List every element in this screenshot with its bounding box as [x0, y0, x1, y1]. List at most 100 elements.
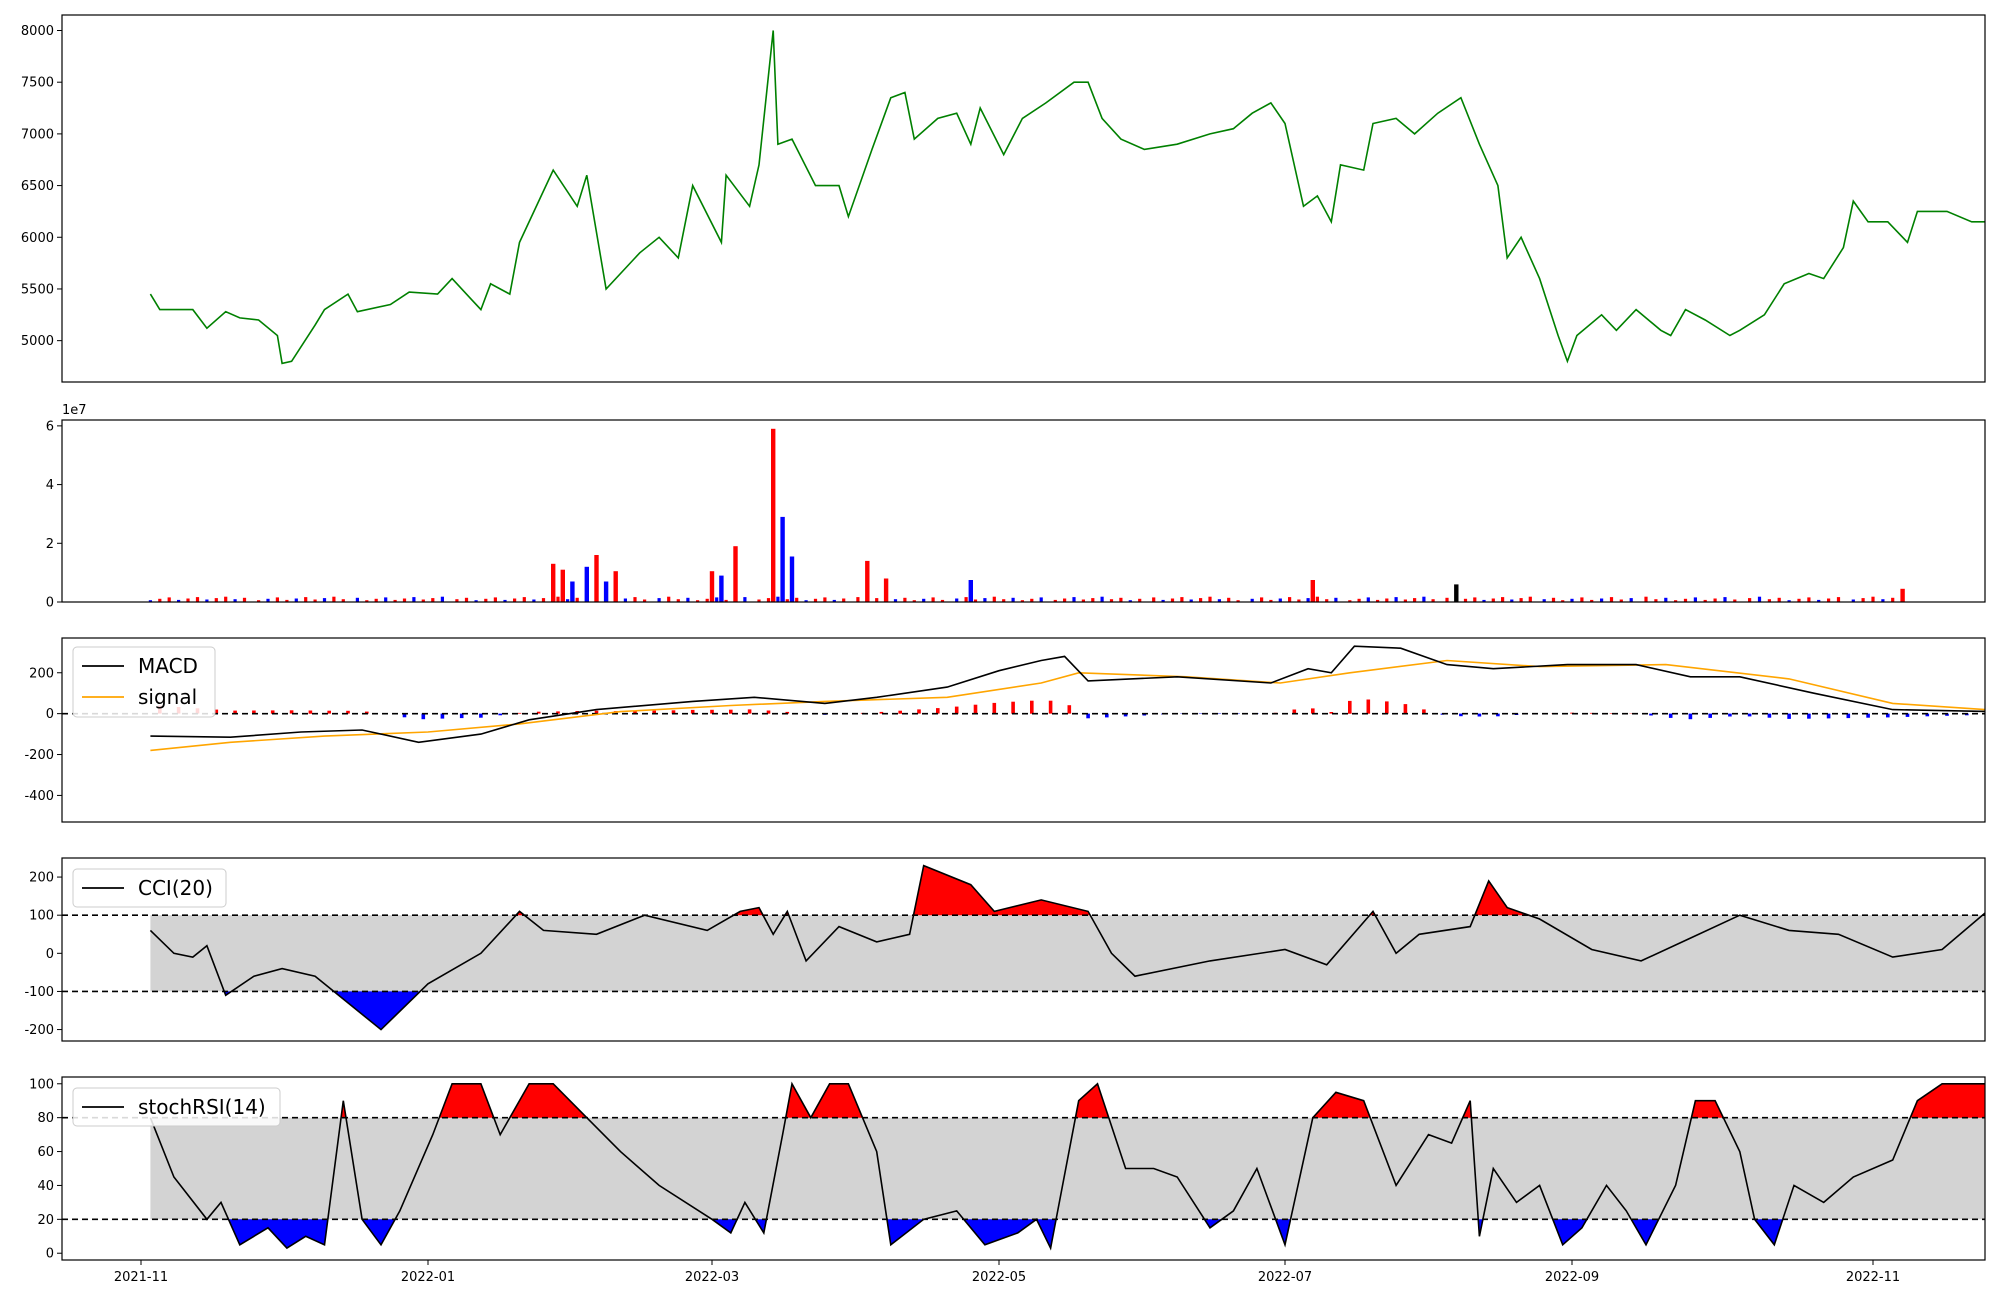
- volume-bar: [355, 597, 359, 602]
- price-line: [149, 30, 1985, 365]
- macd-legend: MACD signal: [72, 646, 216, 718]
- volume-bar: [1748, 598, 1752, 602]
- y-tick-label: -400: [24, 789, 54, 804]
- volume-bar: [1366, 597, 1370, 602]
- volume-bar: [1900, 588, 1905, 602]
- volume-bar: [1325, 599, 1329, 602]
- volume-bar: [1422, 596, 1426, 602]
- y-tick-label: 7500: [21, 76, 54, 91]
- volume-bar: [757, 599, 761, 602]
- macd-hist-bar: [1048, 700, 1053, 714]
- y-tick-label: 60: [37, 1145, 54, 1160]
- volume-bar: [973, 599, 978, 602]
- volume-bar: [1413, 598, 1417, 602]
- volume-bar: [224, 596, 228, 602]
- oversold-fill: [333, 991, 421, 1030]
- macd-hist-bar: [652, 710, 656, 714]
- volume-bar: [1619, 599, 1623, 602]
- volume-bar: [474, 600, 478, 602]
- volume-bar: [566, 599, 570, 602]
- volume-bar: [1180, 597, 1184, 602]
- volume-bar: [285, 599, 289, 602]
- volume-bar: [158, 598, 162, 602]
- volume-bar: [560, 569, 565, 602]
- macd-hist-bar: [1477, 713, 1482, 717]
- volume-bar: [541, 598, 546, 602]
- legend-box: [72, 646, 216, 718]
- volume-bar: [804, 600, 808, 602]
- macd-hist-bar: [1459, 713, 1463, 717]
- x-tick-label: 2022-01: [401, 1270, 455, 1285]
- volume-bar: [1348, 600, 1352, 602]
- volume-bar: [1693, 597, 1697, 602]
- volume-bar: [242, 597, 247, 602]
- indicator-legend: stochRSI(14): [72, 1087, 281, 1127]
- macd-hist-bar: [1747, 713, 1752, 717]
- macd-hist-bar: [1403, 704, 1408, 714]
- macd-hist-bar: [747, 709, 752, 714]
- macd-hist-bar: [1945, 713, 1949, 716]
- macd-hist-bar: [1767, 713, 1772, 718]
- macd-hist-bar: [1965, 713, 1969, 716]
- volume-bar: [1072, 597, 1076, 602]
- oversold-fill: [1552, 1219, 1587, 1245]
- y-tick-label: 80: [37, 1111, 54, 1126]
- offset-label: 1e7: [62, 403, 87, 418]
- volume-bar: [1629, 598, 1633, 602]
- volume-bar: [421, 599, 425, 602]
- macd-hist-bar: [536, 711, 541, 714]
- volume-bar: [384, 597, 388, 602]
- macd-hist-bar: [1589, 712, 1594, 714]
- volume-bar: [1787, 600, 1791, 602]
- macd-hist-bar: [517, 712, 522, 714]
- volume-bar: [785, 599, 789, 602]
- y-tick-label: 20: [37, 1213, 54, 1228]
- overbought-fill: [1910, 1083, 1985, 1118]
- volume-bar: [983, 598, 987, 602]
- volume-bar: [1654, 599, 1658, 602]
- volume-bar: [623, 598, 627, 602]
- volume-bar: [1081, 599, 1085, 602]
- oversold-fill: [712, 1219, 738, 1233]
- macd-hist-bar: [498, 713, 502, 716]
- macd-hist-bar: [1105, 713, 1109, 718]
- volume-bar: [1590, 599, 1594, 602]
- volume-bar: [1431, 599, 1435, 602]
- macd-hist-bar: [233, 710, 237, 714]
- macd-hist-bar: [785, 711, 790, 714]
- volume-bar: [903, 597, 907, 602]
- legend-label: MACD: [138, 654, 198, 678]
- volume-bar: [1713, 598, 1717, 602]
- volume-bar: [1501, 597, 1505, 602]
- volume-bar: [1385, 598, 1389, 602]
- macd-hist-bar: [1329, 712, 1334, 714]
- macd-hist-bar: [440, 713, 445, 719]
- macd-hist-bar: [898, 710, 902, 714]
- volume-bar: [1260, 597, 1264, 602]
- volume-bar: [1030, 598, 1034, 602]
- indicator-line: [149, 864, 1985, 1031]
- volume-bar: [1128, 600, 1132, 602]
- y-tick-label: 5500: [21, 282, 54, 297]
- volume-bar: [1528, 596, 1532, 602]
- oversold-fill: [1275, 1219, 1291, 1245]
- volume-bar: [1871, 596, 1875, 602]
- volume-bar: [195, 597, 200, 602]
- y-tick-label: 8000: [21, 24, 54, 39]
- volume-bar: [1674, 600, 1678, 602]
- volume-bar: [1109, 599, 1114, 602]
- volume-bar: [186, 598, 190, 602]
- volume-bar: [1510, 599, 1514, 602]
- y-tick-label: 0: [46, 596, 54, 611]
- x-tick-label: 2022-09: [1545, 1270, 1599, 1285]
- macd-hist-bar: [1011, 701, 1015, 714]
- oversold-fill: [1631, 1219, 1659, 1245]
- volume-bar: [1807, 597, 1811, 602]
- macd-hist-bar: [556, 711, 560, 714]
- volume-bar: [167, 597, 171, 602]
- volume-bar: [1797, 598, 1801, 602]
- volume-bar: [1757, 596, 1762, 602]
- axes-frame: [61, 419, 1986, 603]
- volume-bar: [594, 555, 599, 602]
- volume-bar: [865, 560, 870, 602]
